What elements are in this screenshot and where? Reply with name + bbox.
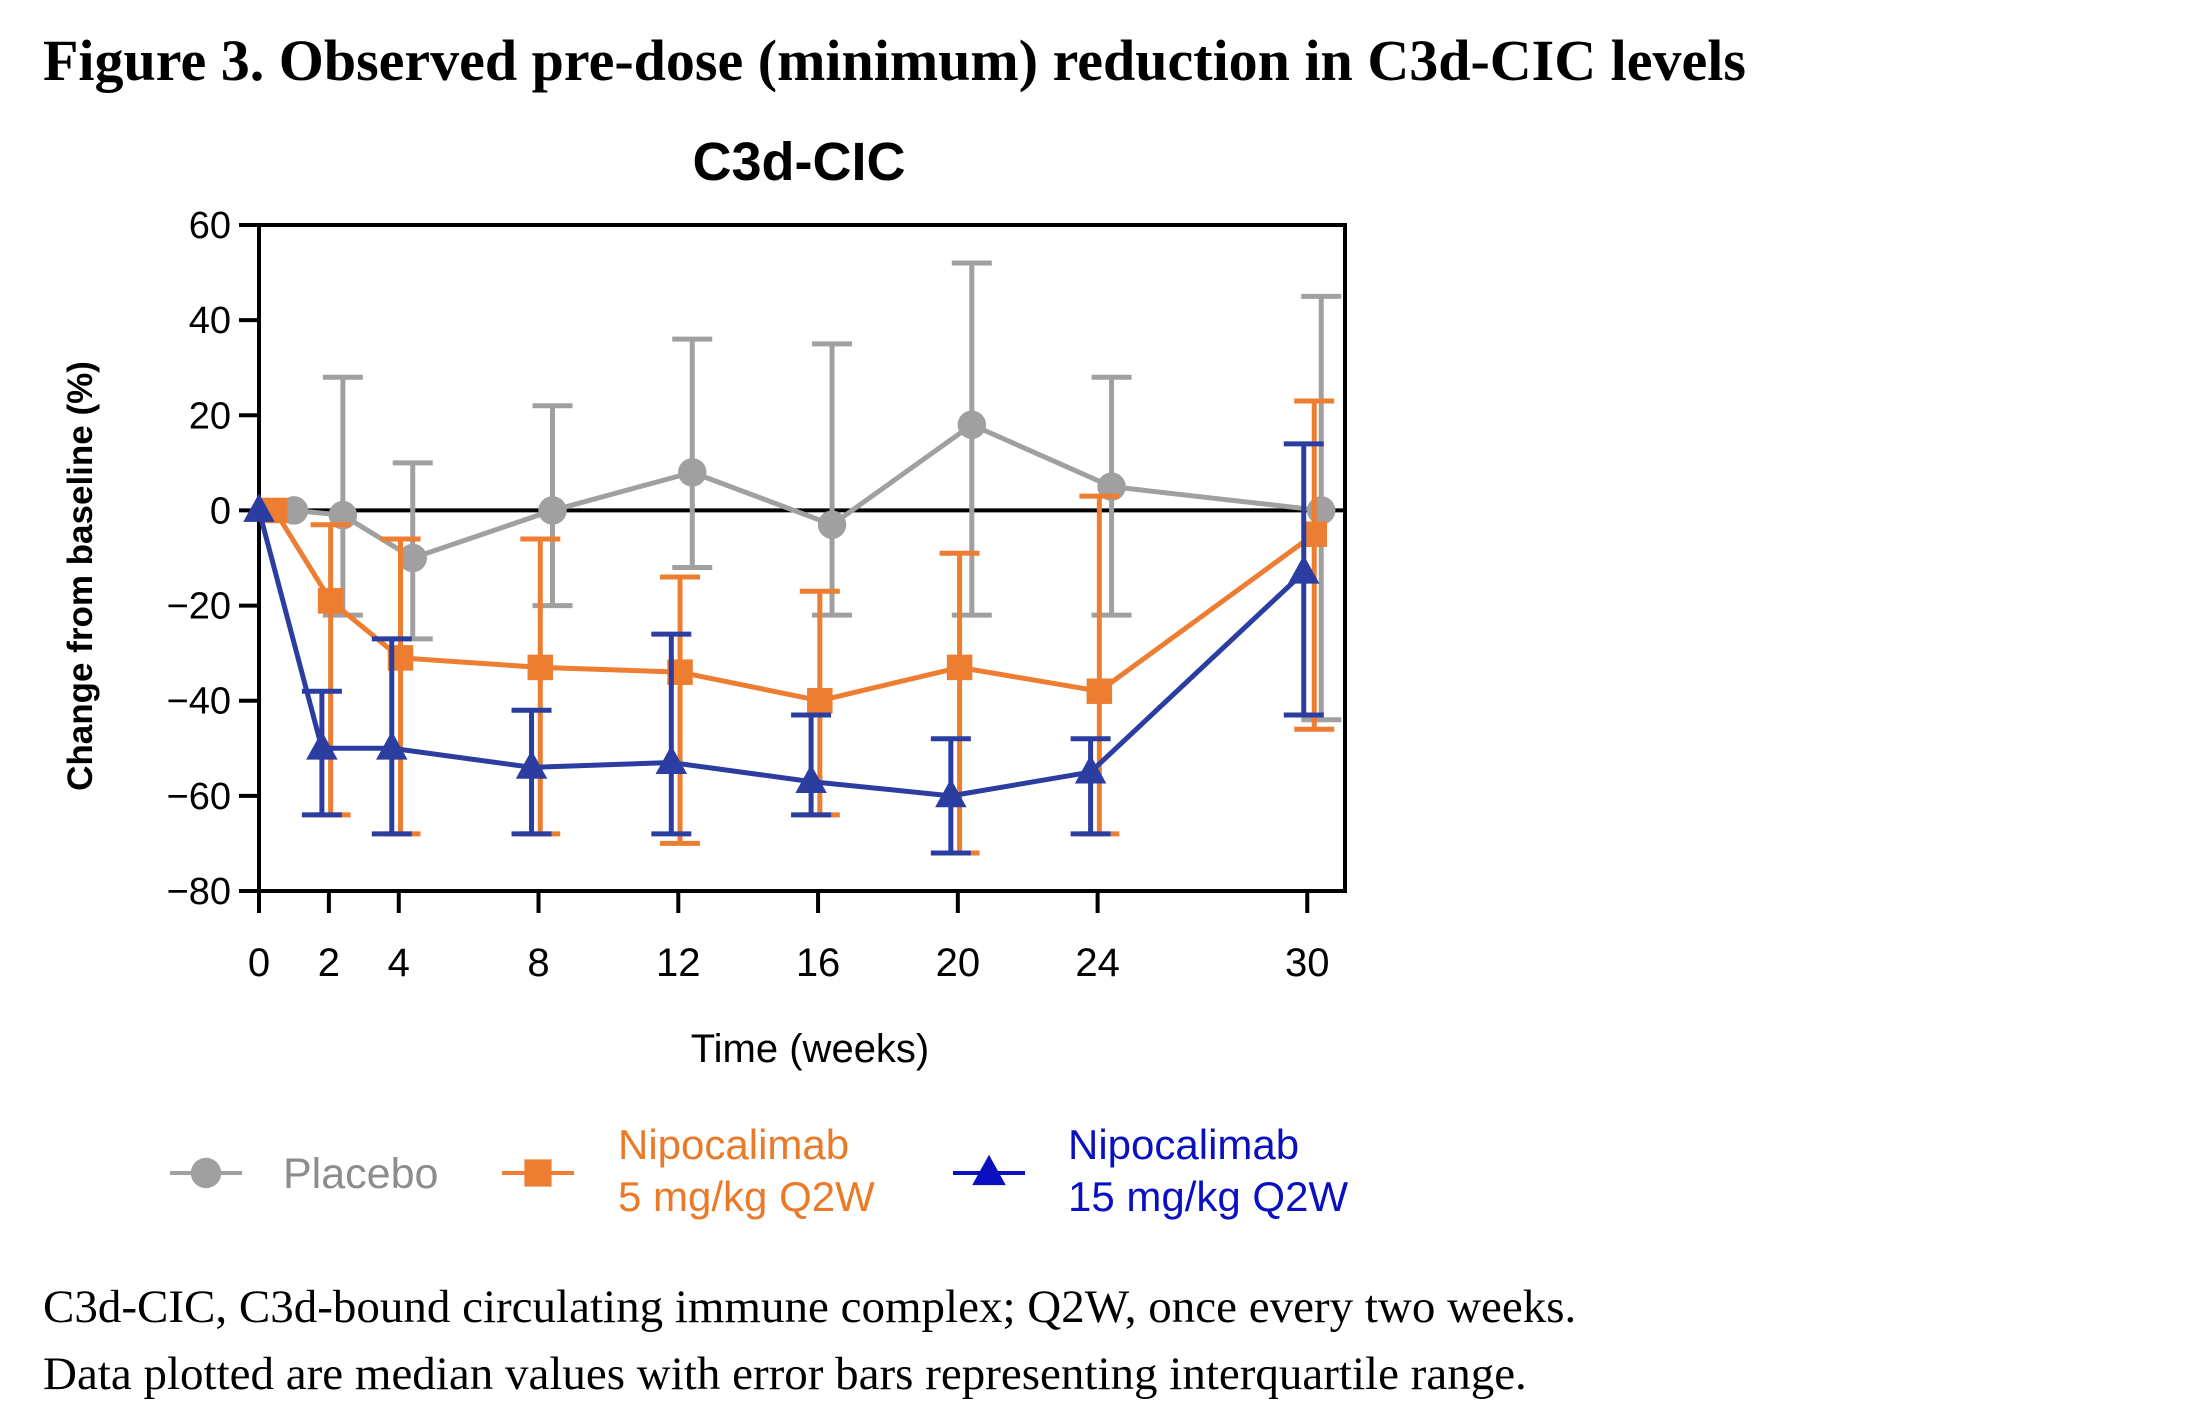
circle-icon (190, 1157, 222, 1189)
series-nipocalimab-15mg (243, 441, 1324, 856)
y-tick-label: 20 (189, 395, 231, 437)
legend-label-line-1: Nipocalimab (618, 1121, 849, 1168)
data-point-square (946, 654, 973, 681)
y-tick-label: 60 (189, 205, 231, 247)
data-point-circle (1306, 496, 1336, 525)
y-tick-label: −40 (167, 681, 231, 723)
data-point-triangle (935, 778, 967, 808)
data-point-triangle (515, 750, 548, 779)
data-point-triangle (243, 493, 275, 522)
chart-title: C3d-CIC (693, 132, 906, 192)
data-point-triangle (1074, 754, 1107, 784)
data-point-square (807, 687, 833, 714)
caption-line-2: Data plotted are median values with erro… (43, 1348, 1527, 1400)
y-axis-label: Change from baseline (%) (61, 361, 100, 791)
x-axis-label: Time (weeks) (691, 1027, 930, 1071)
x-tick-label: 12 (656, 941, 701, 985)
legend-item-nipocalimab-5mg: Nipocalimab 5 mg/kg Q2W (502, 1121, 875, 1220)
series-placebo (279, 260, 1342, 723)
x-tick-label: 4 (388, 941, 410, 985)
y-tick-label: −80 (167, 871, 231, 913)
data-point-triangle (655, 745, 688, 774)
x-tick-label: 20 (936, 941, 981, 985)
data-point-circle (957, 410, 987, 440)
data-point-triangle (1288, 555, 1320, 584)
x-tick-label: 2 (318, 941, 340, 985)
legend-label-line-1: Nipocalimab (1068, 1121, 1299, 1168)
legend-item-placebo: Placebo (170, 1150, 438, 1198)
data-point-square (527, 654, 554, 681)
data-point-triangle (376, 731, 408, 760)
plot-frame (257, 223, 1347, 893)
legend-label: Placebo (283, 1150, 438, 1198)
data-point-square (317, 588, 344, 614)
data-point-triangle (306, 731, 338, 760)
series-layer (243, 260, 1342, 856)
x-tick-label: 30 (1285, 941, 1330, 985)
data-point-circle (678, 458, 707, 487)
square-icon (524, 1159, 552, 1187)
legend-label-line-2: 5 mg/kg Q2W (618, 1173, 875, 1220)
series-line (272, 509, 1316, 704)
y-tick-label: 0 (210, 490, 231, 532)
x-tick-label: 24 (1075, 941, 1120, 985)
data-point-square (1086, 678, 1113, 704)
series-nipocalimab-5mg (261, 398, 1335, 856)
caption-line-1: C3d-CIC, C3d-bound circulating immune co… (43, 1281, 1576, 1333)
data-point-circle (817, 510, 847, 539)
x-tick-label: 16 (796, 941, 841, 985)
data-point-triangle (795, 764, 827, 793)
x-tick-label: 0 (248, 941, 270, 985)
x-tick-label: 8 (527, 941, 549, 985)
y-tick-label: −60 (167, 776, 231, 818)
triangle-icon (972, 1154, 1006, 1186)
data-point-circle (538, 496, 567, 525)
figure-title: Figure 3. Observed pre-dose (minimum) re… (43, 28, 1746, 93)
y-tick-label: 40 (189, 300, 231, 342)
legend-label-line-2: 15 mg/kg Q2W (1068, 1173, 1348, 1220)
y-tick-label: −20 (167, 586, 231, 628)
series-line (293, 422, 1322, 561)
legend-item-nipocalimab-15mg: Nipocalimab 15 mg/kg Q2W (953, 1121, 1348, 1220)
data-point-circle (398, 543, 427, 573)
